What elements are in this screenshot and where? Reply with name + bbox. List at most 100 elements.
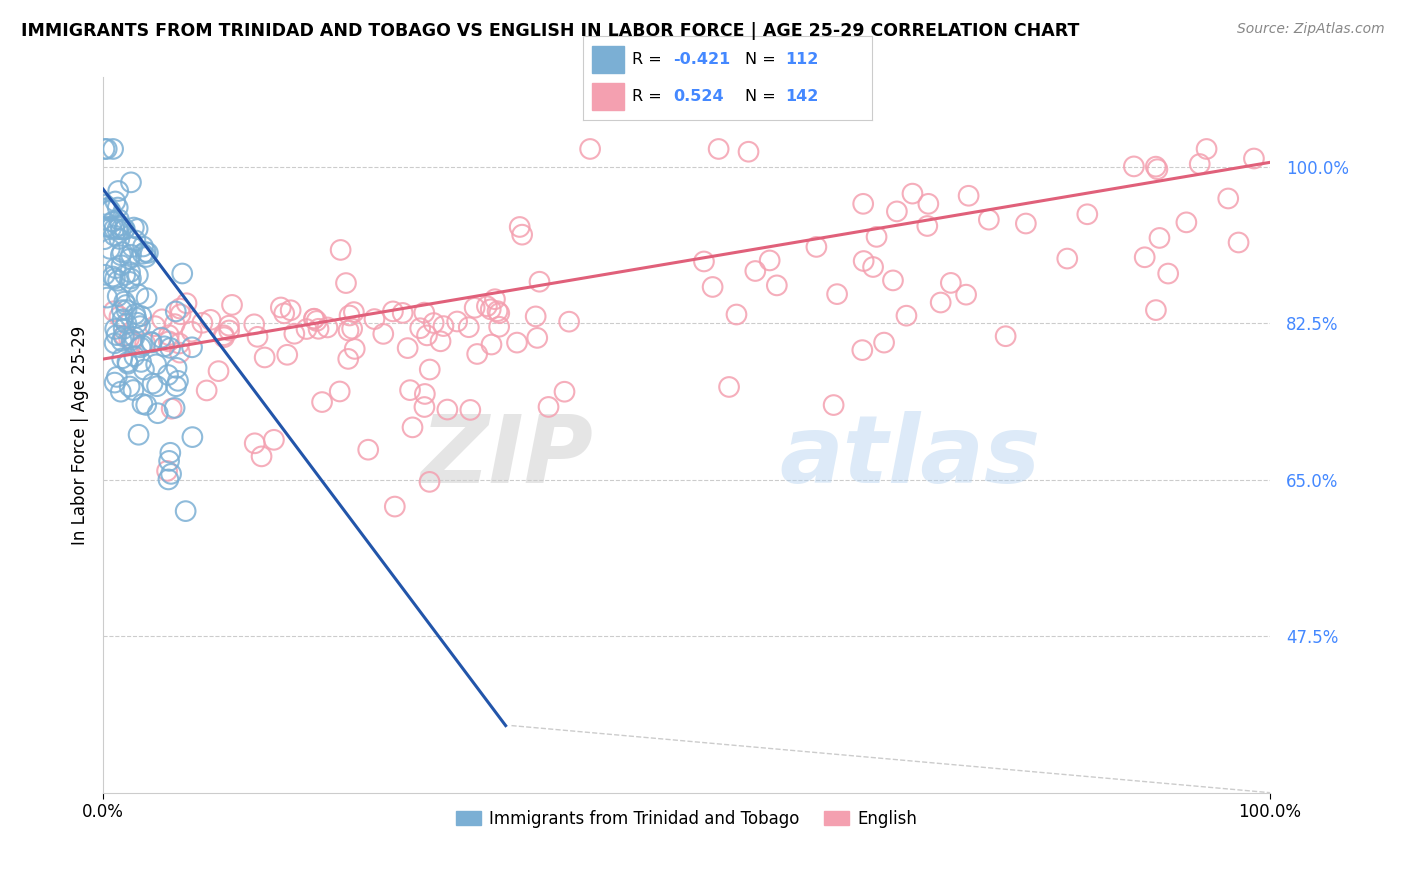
Point	[852, 197, 875, 211]
Point	[337, 351, 360, 366]
Point	[308, 322, 330, 336]
Point	[169, 307, 191, 321]
Point	[396, 341, 419, 355]
Text: N =: N =	[745, 89, 780, 104]
Point	[107, 201, 129, 215]
Point	[1243, 152, 1265, 166]
Point	[115, 317, 138, 331]
Point	[384, 500, 406, 514]
Point	[1133, 250, 1156, 264]
Point	[329, 384, 352, 399]
Point	[104, 322, 127, 336]
Point	[419, 362, 441, 376]
Point	[125, 310, 148, 325]
Point	[882, 273, 904, 287]
Point	[526, 331, 548, 345]
Point	[1146, 162, 1168, 177]
Point	[107, 274, 129, 288]
Text: 112: 112	[785, 52, 818, 67]
Point	[399, 383, 422, 397]
Point	[108, 212, 131, 227]
Point	[335, 276, 357, 290]
Point	[409, 321, 432, 335]
Point	[180, 325, 202, 339]
Point	[174, 504, 197, 518]
Point	[957, 188, 980, 202]
Point	[94, 202, 117, 216]
Point	[111, 303, 134, 318]
Point	[481, 337, 503, 351]
Point	[1122, 160, 1144, 174]
Point	[464, 301, 486, 315]
Point	[302, 311, 325, 326]
Point	[862, 260, 884, 274]
Point	[250, 450, 273, 464]
Point	[413, 305, 436, 319]
Point	[96, 291, 118, 305]
Point	[100, 203, 122, 218]
Point	[132, 239, 155, 253]
Point	[707, 142, 730, 156]
Point	[432, 319, 454, 334]
Point	[488, 306, 510, 320]
Point	[131, 397, 153, 411]
Point	[159, 341, 181, 355]
Point	[718, 380, 741, 394]
Point	[110, 219, 132, 233]
Point	[381, 304, 404, 318]
Point	[484, 292, 506, 306]
Point	[401, 420, 423, 434]
Point	[120, 248, 142, 262]
Point	[479, 302, 502, 317]
Point	[851, 343, 873, 358]
Point	[357, 442, 380, 457]
Text: 142: 142	[785, 89, 818, 104]
Point	[273, 306, 295, 320]
Point	[108, 232, 131, 246]
Point	[104, 194, 127, 209]
Point	[129, 340, 152, 354]
Point	[134, 336, 156, 351]
Point	[135, 398, 157, 412]
Point	[1149, 231, 1171, 245]
Point	[124, 349, 146, 363]
Point	[200, 313, 222, 327]
Point	[169, 345, 191, 359]
Point	[143, 319, 166, 334]
Point	[263, 433, 285, 447]
Point	[112, 322, 135, 336]
Point	[135, 250, 157, 264]
Point	[121, 240, 143, 254]
Text: R =: R =	[633, 89, 668, 104]
Point	[108, 310, 131, 324]
Point	[873, 335, 896, 350]
Point	[110, 222, 132, 236]
Point	[150, 312, 173, 326]
Point	[446, 314, 468, 328]
Text: R =: R =	[633, 52, 668, 67]
Point	[339, 309, 361, 323]
Point	[1144, 303, 1167, 318]
Point	[121, 335, 143, 350]
Point	[343, 342, 366, 356]
Point	[163, 401, 186, 415]
Point	[153, 339, 176, 353]
Point	[129, 319, 152, 334]
Point	[167, 374, 190, 388]
Point	[112, 222, 135, 236]
Y-axis label: In Labor Force | Age 25-29: In Labor Force | Age 25-29	[72, 326, 89, 545]
Point	[101, 214, 124, 228]
Point	[117, 357, 139, 371]
Point	[160, 467, 183, 481]
Point	[436, 402, 458, 417]
Point	[146, 379, 169, 393]
Point	[166, 360, 188, 375]
Point	[305, 314, 328, 328]
Point	[1144, 160, 1167, 174]
Text: ZIP: ZIP	[420, 410, 593, 502]
Point	[929, 295, 952, 310]
Point	[457, 320, 479, 334]
Point	[1175, 215, 1198, 229]
Bar	[592, 45, 624, 73]
Text: 0.524: 0.524	[673, 89, 724, 104]
